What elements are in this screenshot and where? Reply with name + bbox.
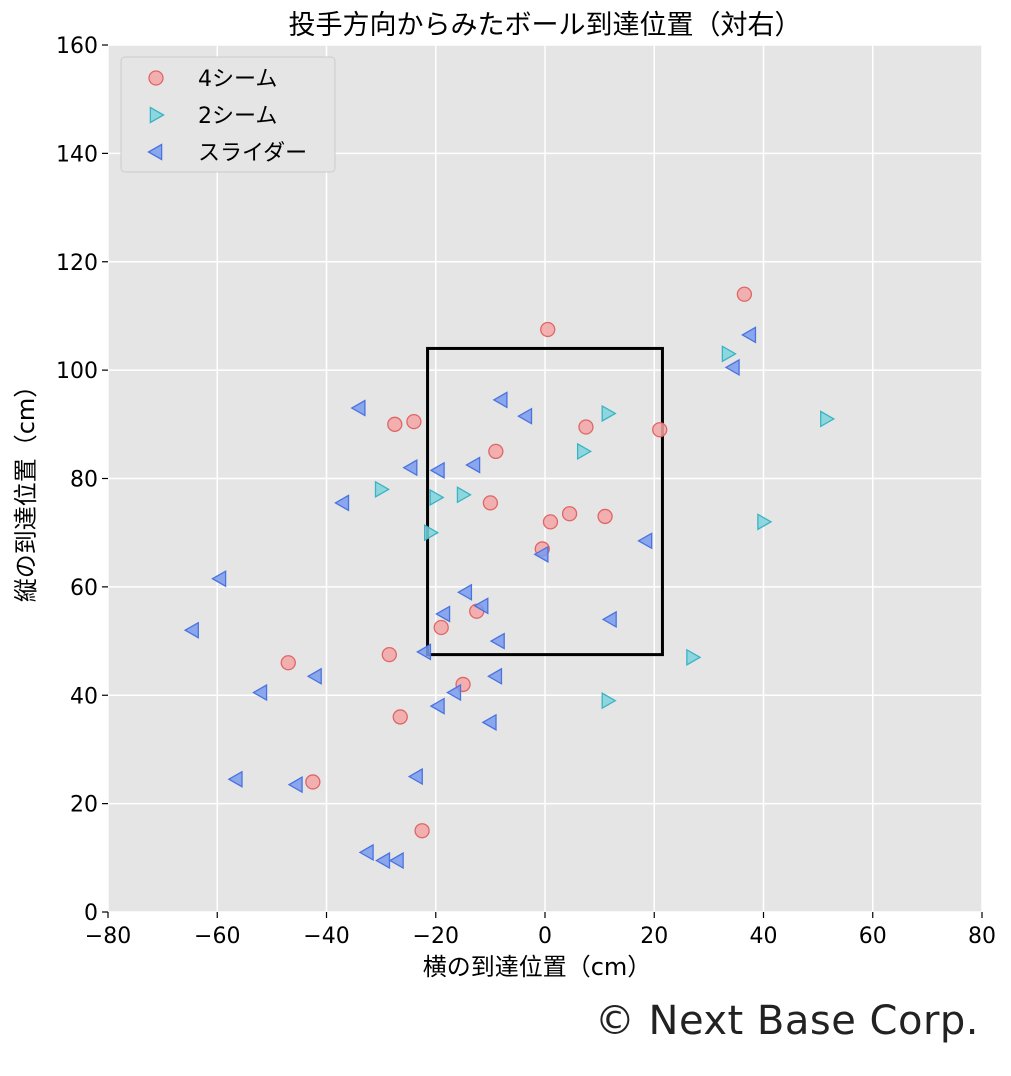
data-point	[280, 655, 296, 671]
x-tick-label: 80	[968, 924, 996, 949]
data-point	[414, 823, 430, 839]
data-point	[429, 697, 445, 715]
data-point	[741, 326, 757, 344]
data-point	[406, 413, 422, 430]
data-point	[578, 419, 594, 435]
data-point	[465, 456, 481, 474]
data-point	[601, 610, 617, 629]
y-tick-label: 20	[70, 793, 98, 818]
data-point	[488, 443, 504, 460]
copyright-credit: © Next Base Corp.	[594, 998, 979, 1044]
chart-title: 投手方向からみたボール到達位置（対右）	[289, 10, 802, 41]
data-point	[392, 709, 408, 725]
x-tick-label: −40	[303, 924, 349, 949]
data-point	[429, 461, 445, 479]
data-point	[597, 508, 613, 525]
data-point	[736, 286, 753, 302]
data-point	[481, 713, 497, 731]
data-point	[183, 621, 199, 639]
data-point	[517, 407, 533, 425]
data-point	[416, 643, 432, 661]
data-point	[576, 442, 593, 461]
legend-box	[120, 56, 336, 173]
data-point	[601, 692, 617, 710]
x-tick-label: −80	[85, 924, 131, 949]
data-point	[489, 632, 505, 650]
x-axis-label: 横の到達位置（cm）	[423, 953, 652, 981]
data-point	[429, 488, 445, 507]
data-point	[757, 513, 773, 531]
data-point	[492, 391, 508, 409]
y-tick-label: 60	[70, 576, 98, 601]
data-point	[686, 648, 702, 666]
data-point	[252, 683, 268, 702]
y-tick-label: 100	[56, 359, 98, 384]
data-point	[407, 767, 423, 786]
data-point	[721, 345, 737, 363]
data-point	[305, 774, 321, 790]
data-point	[374, 480, 390, 498]
data-point	[306, 667, 322, 685]
data-point	[542, 514, 559, 530]
data-point	[388, 851, 404, 870]
x-tick-label: 60	[859, 924, 887, 949]
x-tick-label: 40	[750, 924, 778, 949]
x-tick-label: 0	[538, 924, 552, 949]
data-point	[334, 494, 350, 512]
x-tick-label: 20	[640, 924, 668, 949]
data-point	[435, 605, 451, 623]
y-axis-label: 縦の到達位置（cm）	[12, 374, 40, 603]
data-point	[487, 667, 503, 685]
data-point	[482, 495, 499, 511]
data-point	[561, 506, 578, 522]
data-point	[402, 459, 418, 477]
legend-marker	[147, 143, 163, 161]
series-circle	[280, 286, 753, 839]
data-point	[350, 399, 366, 417]
data-point	[381, 646, 397, 663]
x-tick-label: −60	[194, 924, 240, 949]
data-points	[183, 286, 836, 870]
data-point	[227, 770, 243, 788]
data-point	[533, 545, 549, 563]
legend-label: スライダー	[198, 141, 307, 166]
x-tick-label: −20	[413, 924, 459, 949]
data-point	[540, 321, 556, 338]
legend-label: 2シーム	[198, 104, 277, 129]
data-point	[456, 486, 472, 504]
y-tick-label: 140	[56, 142, 98, 167]
legend-label: 4シーム	[198, 67, 277, 92]
data-point	[724, 358, 740, 377]
axes: −80 −60 −40 −20 0 20 40 60 80 0 20 40 60 80 100 120 140 1…	[56, 34, 996, 949]
series-triangle-left	[183, 326, 757, 870]
y-tick-label: 160	[56, 34, 98, 59]
data-point	[820, 410, 836, 428]
data-point	[601, 404, 617, 423]
data-point	[446, 683, 462, 702]
data-point	[424, 524, 440, 542]
y-tick-label: 120	[56, 251, 98, 276]
legend-marker	[148, 70, 164, 86]
data-point	[287, 776, 303, 794]
y-tick-label: 80	[70, 468, 98, 493]
y-tick-label: 40	[70, 684, 98, 709]
legend-marker	[149, 106, 165, 124]
data-point	[433, 619, 449, 636]
data-point	[387, 416, 403, 432]
data-point	[358, 843, 374, 862]
series-triangle-right	[374, 345, 836, 710]
data-point	[652, 422, 668, 438]
y-tick-label: 0	[84, 901, 98, 926]
data-point	[637, 532, 653, 550]
strike-zone	[426, 346, 664, 657]
data-point	[473, 597, 489, 615]
data-point	[456, 583, 473, 601]
data-point	[211, 570, 227, 588]
